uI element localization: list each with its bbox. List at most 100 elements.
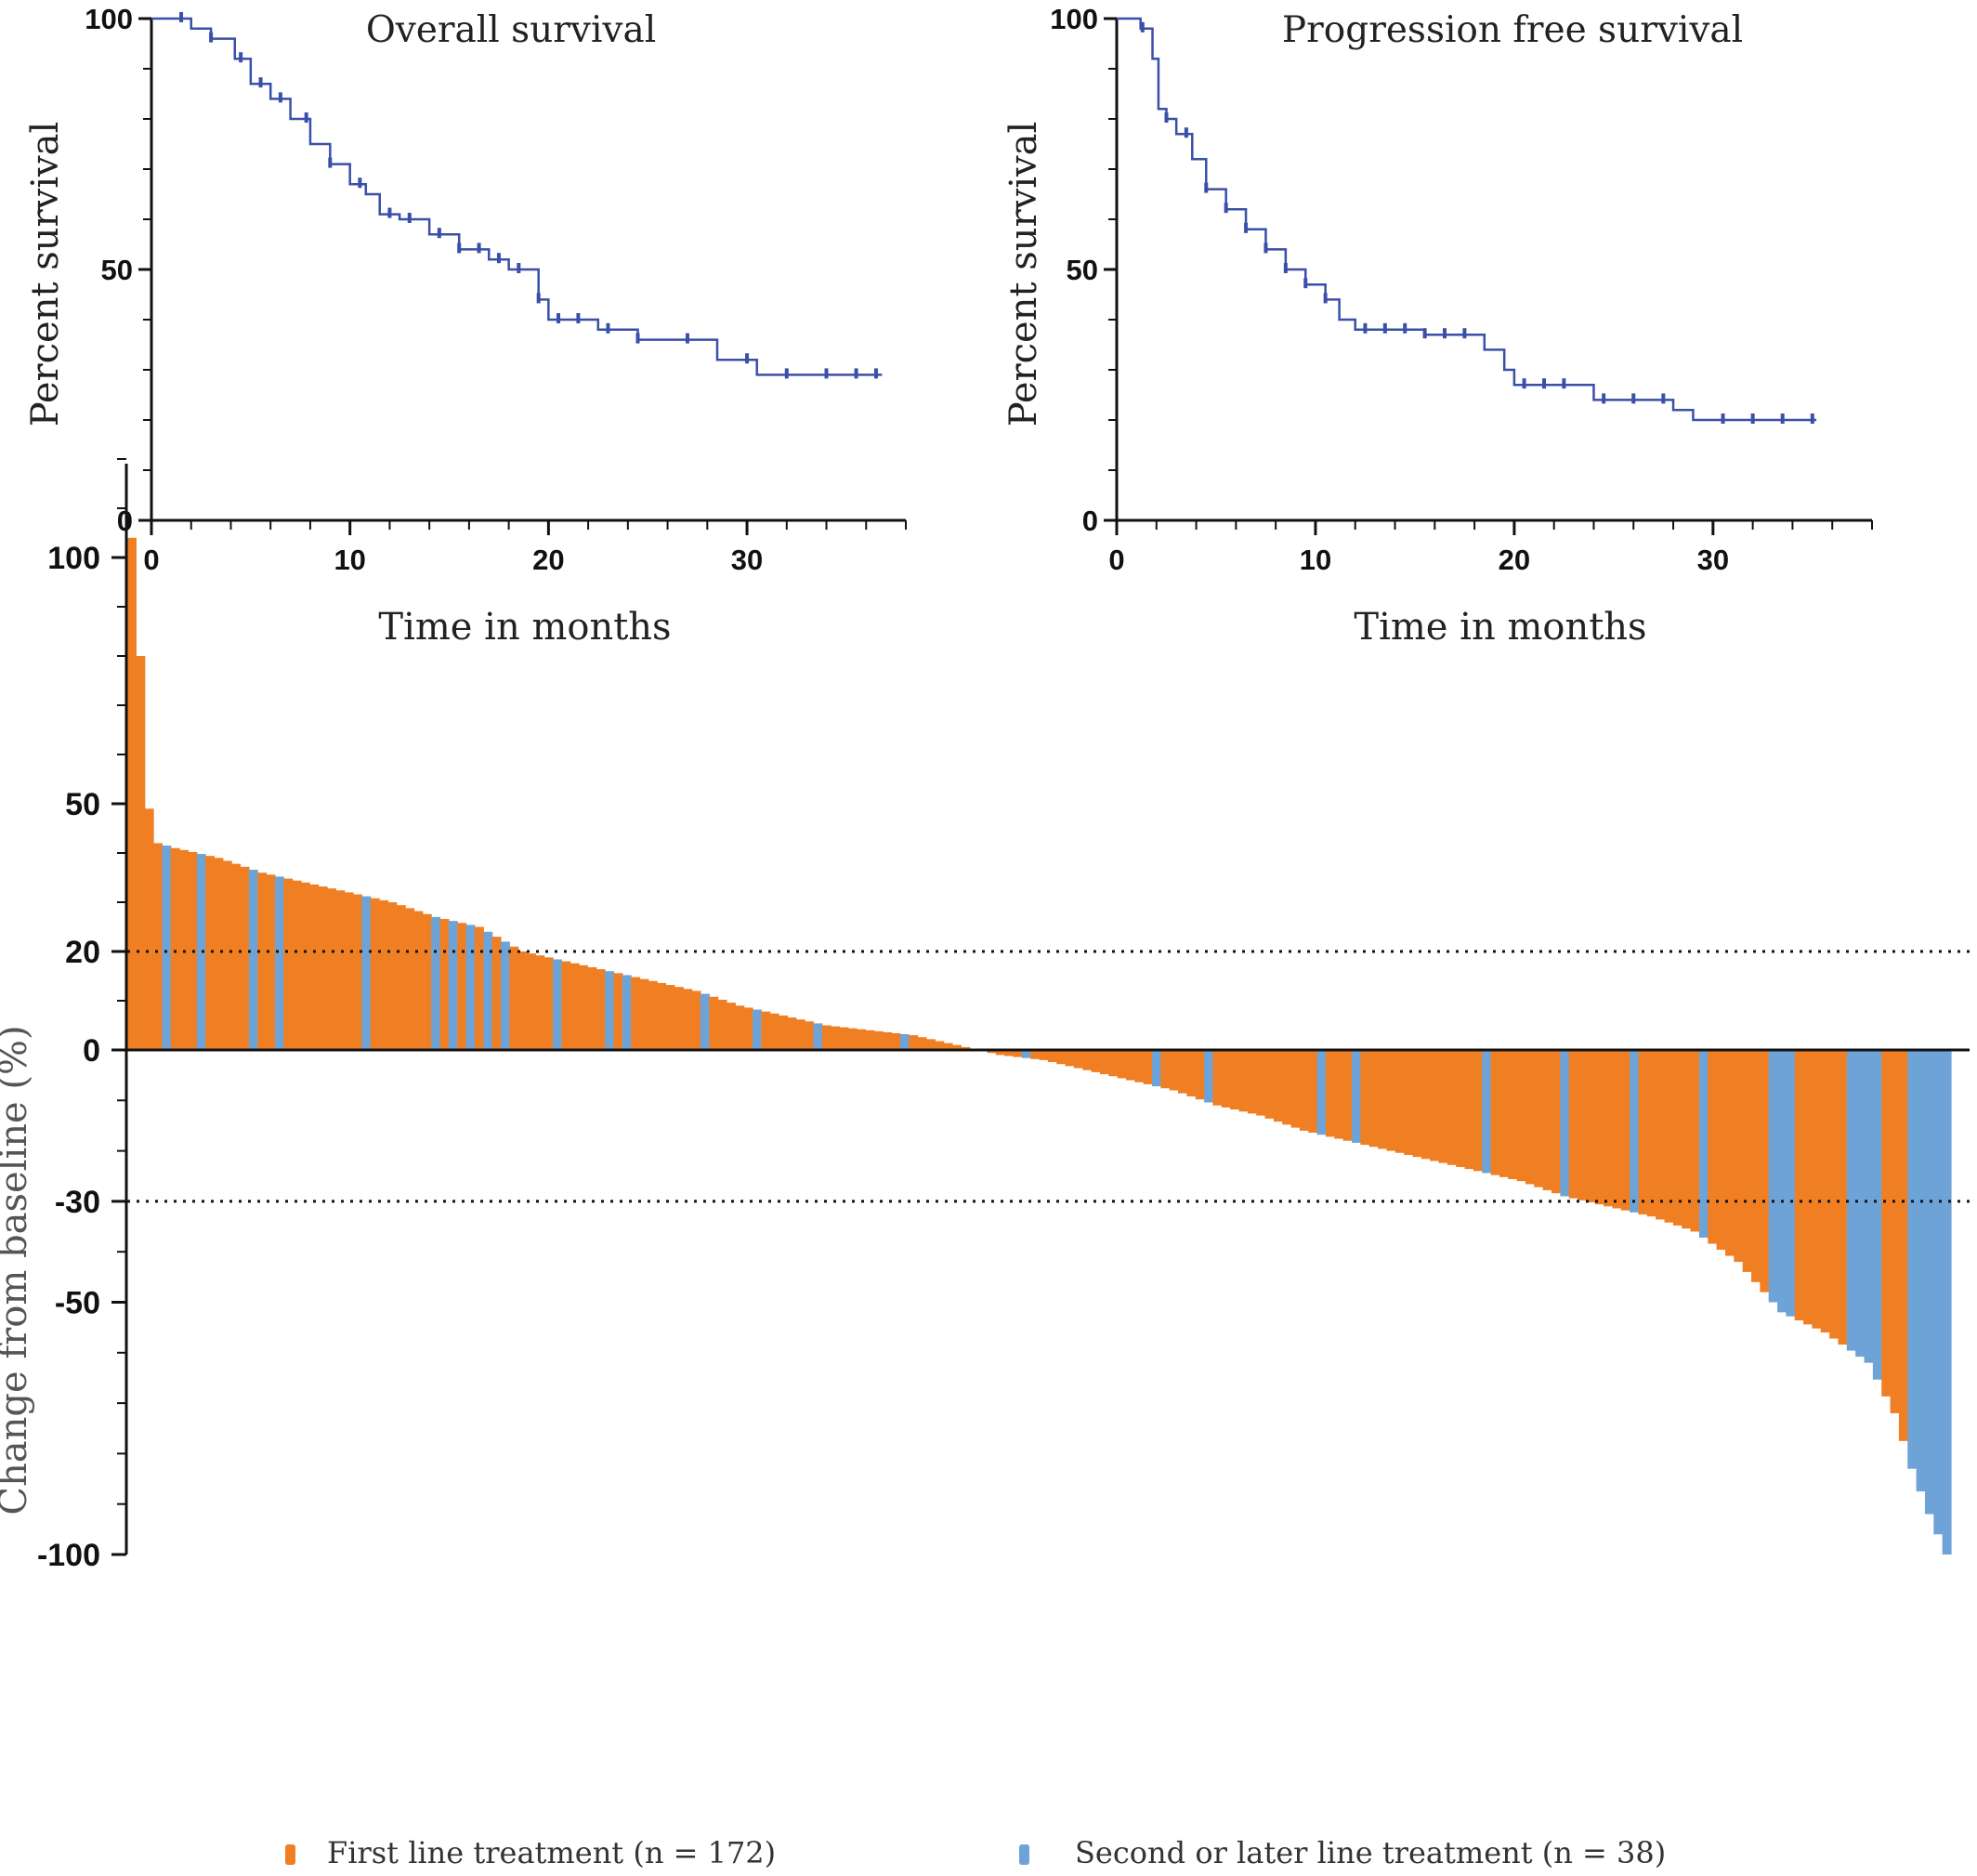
waterfall-bar-first-line <box>1742 1050 1752 1272</box>
waterfall-bar-second-line <box>274 876 284 1050</box>
waterfall-bar-second-line <box>1855 1050 1866 1358</box>
waterfall-bar-first-line <box>1525 1050 1535 1185</box>
waterfall-bar-first-line <box>1360 1050 1370 1146</box>
waterfall-bar-first-line <box>883 1031 893 1050</box>
waterfall-bar-first-line <box>1212 1050 1223 1106</box>
waterfall-bar-first-line <box>1117 1050 1127 1079</box>
pfs-xlabel: Time in months <box>1354 606 1646 649</box>
waterfall-bar-first-line <box>1082 1050 1093 1070</box>
os-y-tick-label: 100 <box>85 3 133 35</box>
waterfall-bar-first-line <box>1039 1050 1049 1060</box>
waterfall-bar-first-line <box>144 808 154 1050</box>
waterfall-bar-first-line <box>735 1005 745 1050</box>
waterfall-bar-first-line <box>1264 1050 1275 1119</box>
legend-label-first-line: First line treatment (n = 172) <box>327 1835 776 1870</box>
waterfall-bar-first-line <box>909 1035 919 1050</box>
os-x-tick-label: 10 <box>334 544 365 576</box>
waterfall-bar-first-line <box>1508 1050 1518 1180</box>
waterfall-bar-second-line <box>361 896 372 1050</box>
waterfall-bar-first-line <box>570 963 580 1050</box>
waterfall-bar-second-line <box>700 993 710 1050</box>
waterfall-bar-first-line <box>1803 1050 1813 1325</box>
waterfall-bar-first-line <box>1604 1050 1614 1207</box>
waterfall-bar-second-line <box>1768 1050 1778 1303</box>
waterfall-bar-first-line <box>935 1041 945 1050</box>
waterfall-y-tick-label: 20 <box>65 935 100 970</box>
waterfall-bar-first-line <box>1551 1050 1561 1194</box>
waterfall-bar-first-line <box>1143 1050 1153 1084</box>
waterfall-bar-first-line <box>1230 1050 1240 1110</box>
waterfall-bar-first-line <box>1724 1050 1735 1256</box>
os-y-tick-label: 0 <box>117 505 133 537</box>
waterfall-bar-first-line <box>1342 1050 1353 1141</box>
waterfall-bar-first-line <box>1030 1050 1041 1059</box>
waterfall-bar-second-line <box>248 870 258 1050</box>
waterfall-bar-first-line <box>1334 1050 1344 1139</box>
waterfall-bar-first-line <box>917 1037 927 1050</box>
pfs-curve <box>1117 17 1817 424</box>
waterfall-bar-second-line <box>1864 1050 1874 1363</box>
waterfall-bar-second-line <box>465 925 476 1050</box>
waterfall-bar-second-line <box>431 916 441 1050</box>
pfs-y-tick-label: 100 <box>1050 3 1098 35</box>
os-y-tick-label: 50 <box>101 254 133 286</box>
waterfall-bar-first-line <box>857 1029 867 1050</box>
waterfall-bar-first-line <box>987 1050 997 1054</box>
waterfall-bar-first-line <box>726 1003 736 1050</box>
waterfall-bar-first-line <box>665 985 675 1050</box>
waterfall-bar-first-line <box>1394 1050 1405 1153</box>
waterfall-bar-first-line <box>1534 1050 1544 1187</box>
waterfall-bar-first-line <box>517 951 528 1050</box>
waterfall-bar-first-line <box>1568 1050 1578 1199</box>
waterfall-bar-second-line <box>448 921 458 1050</box>
waterfall-bar-first-line <box>474 926 484 1050</box>
waterfall-bar-first-line <box>1578 1050 1587 1200</box>
waterfall-bar-first-line <box>240 866 250 1050</box>
waterfall-bar-first-line <box>805 1021 815 1050</box>
waterfall-bar-first-line <box>579 964 589 1050</box>
waterfall-bar-second-line <box>553 959 562 1050</box>
waterfall-bar-first-line <box>1499 1050 1509 1177</box>
waterfall-bar-first-line <box>683 989 693 1050</box>
waterfall-bar-first-line <box>743 1007 753 1050</box>
waterfall-bar-second-line <box>1698 1050 1709 1238</box>
legend: First line treatment (n = 172) Second or… <box>285 1835 1666 1870</box>
waterfall-bar-first-line <box>1734 1050 1744 1263</box>
waterfall-bar-first-line <box>318 886 328 1050</box>
waterfall-bar-first-line <box>1134 1050 1145 1082</box>
waterfall-bar-first-line <box>1690 1050 1700 1232</box>
waterfall-bar-first-line <box>292 880 302 1050</box>
legend-swatch-second-line <box>1019 1844 1029 1865</box>
waterfall-bar-second-line <box>899 1034 910 1050</box>
waterfall-bar-first-line <box>300 882 310 1050</box>
waterfall-bar-first-line <box>779 1015 789 1050</box>
waterfall-bar-first-line <box>1386 1050 1396 1151</box>
waterfall-bar-first-line <box>1282 1050 1292 1125</box>
os-survival-step-line <box>151 17 883 376</box>
waterfall-bar-first-line <box>1890 1050 1900 1413</box>
waterfall-bar-first-line <box>1612 1050 1622 1209</box>
waterfall-bar-first-line <box>396 905 406 1050</box>
waterfall-bar-first-line <box>309 884 320 1050</box>
waterfall-bar-first-line <box>1620 1050 1630 1211</box>
waterfall-bar-second-line <box>605 971 615 1050</box>
waterfall-bar-first-line <box>1438 1050 1448 1163</box>
waterfall-bar-second-line <box>1777 1050 1787 1313</box>
os-x-tick-label: 20 <box>532 544 564 576</box>
waterfall-bar-first-line <box>1638 1050 1648 1215</box>
pfs-x-tick-label: 10 <box>1300 544 1331 576</box>
waterfall-bar-first-line <box>1456 1050 1466 1167</box>
waterfall-bar-second-line <box>500 941 510 1050</box>
waterfall-bar-first-line <box>995 1050 1005 1056</box>
waterfall-bar-first-line <box>1820 1050 1830 1333</box>
waterfall-bar-second-line <box>1316 1050 1327 1135</box>
waterfall-bar-first-line <box>717 999 727 1050</box>
waterfall-bar-first-line <box>1256 1050 1266 1116</box>
waterfall-bar-second-line <box>1786 1050 1796 1317</box>
waterfall-bar-first-line <box>1490 1050 1500 1175</box>
pfs-x-tick-label: 20 <box>1499 544 1530 576</box>
waterfall-bar-first-line <box>891 1032 901 1050</box>
waterfall-bar-first-line <box>170 847 180 1050</box>
